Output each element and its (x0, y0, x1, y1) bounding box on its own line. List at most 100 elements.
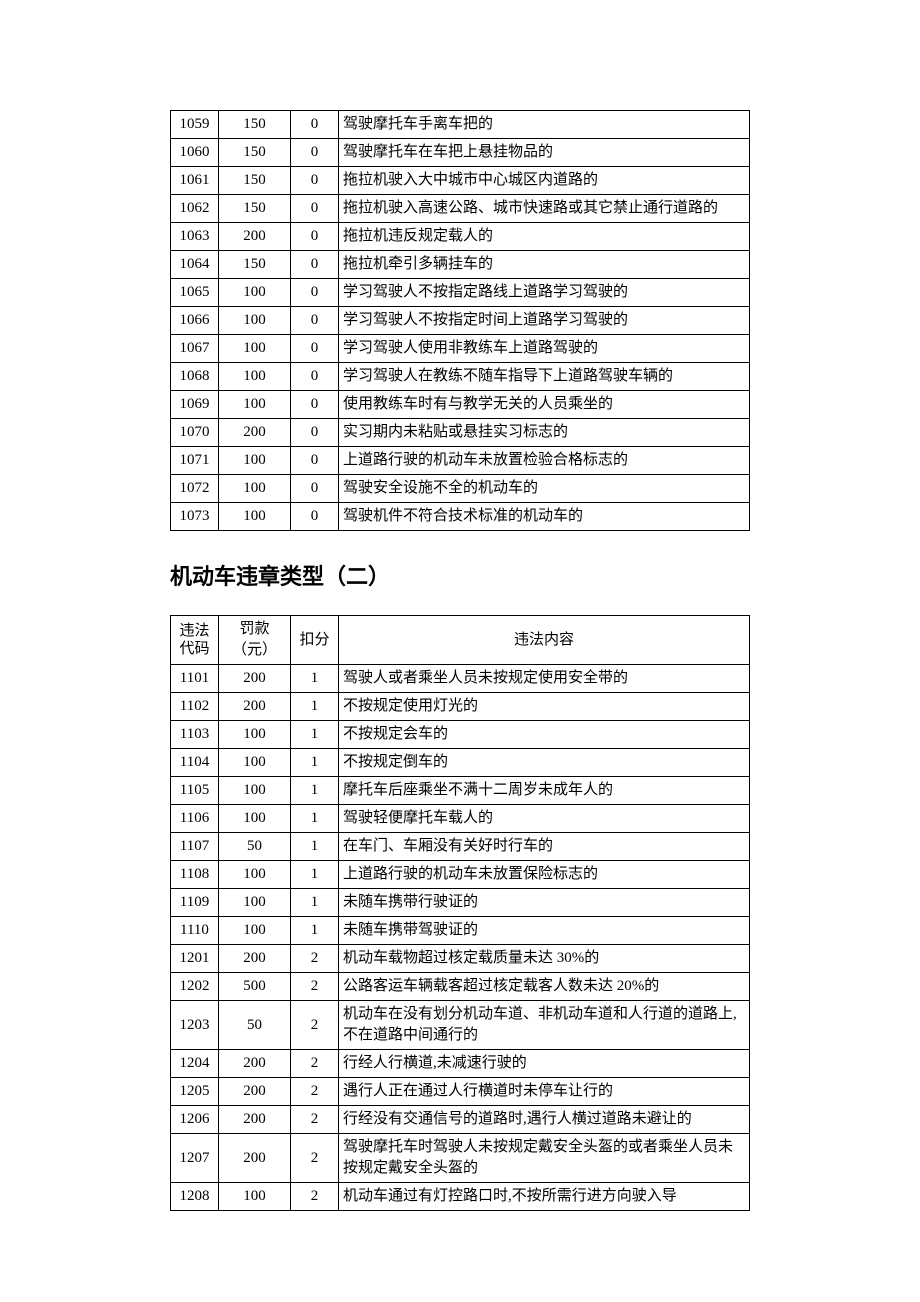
table-cell: 驾驶摩托车时驾驶人未按规定戴安全头盔的或者乘坐人员未按规定戴安全头盔的 (339, 1134, 750, 1183)
table-header-cell: 违法代码 (171, 616, 219, 665)
table-cell: 1059 (171, 111, 219, 139)
table-cell: 1 (291, 777, 339, 805)
table-cell: 2 (291, 1134, 339, 1183)
table-cell: 1110 (171, 917, 219, 945)
table-cell: 学习驾驶人不按指定时间上道路学习驾驶的 (339, 307, 750, 335)
table-cell: 2 (291, 945, 339, 973)
table-cell: 驾驶机件不符合技术标准的机动车的 (339, 503, 750, 531)
table-cell: 拖拉机驶入高速公路、城市快速路或其它禁止通行道路的 (339, 195, 750, 223)
table-cell: 100 (219, 475, 291, 503)
table-cell: 不按规定会车的 (339, 721, 750, 749)
table-cell: 1 (291, 833, 339, 861)
table-cell: 200 (219, 693, 291, 721)
table-cell: 0 (291, 363, 339, 391)
table-cell: 1108 (171, 861, 219, 889)
table-cell: 1067 (171, 335, 219, 363)
table-cell: 200 (219, 945, 291, 973)
table-cell: 100 (219, 889, 291, 917)
table-cell: 行经没有交通信号的道路时,遇行人横过道路未避让的 (339, 1106, 750, 1134)
table-cell: 2 (291, 1050, 339, 1078)
table-cell: 500 (219, 973, 291, 1001)
table-cell: 100 (219, 721, 291, 749)
table-cell: 未随车携带驾驶证的 (339, 917, 750, 945)
table-row: 10601500驾驶摩托车在车把上悬挂物品的 (171, 139, 750, 167)
table-cell: 200 (219, 419, 291, 447)
table-cell: 1 (291, 917, 339, 945)
table-cell: 1063 (171, 223, 219, 251)
table-cell: 1064 (171, 251, 219, 279)
table2-body: 违法代码罚款（元）扣分违法内容11012001驾驶人或者乘坐人员未按规定使用安全… (171, 616, 750, 1211)
table-cell: 100 (219, 777, 291, 805)
table-cell: 1102 (171, 693, 219, 721)
table-cell: 0 (291, 251, 339, 279)
table-cell: 1 (291, 693, 339, 721)
table-cell: 学习驾驶人在教练不随车指导下上道路驾驶车辆的 (339, 363, 750, 391)
table-row: 12081002机动车通过有灯控路口时,不按所需行进方向驶入导 (171, 1183, 750, 1211)
table-cell: 1106 (171, 805, 219, 833)
table-row: 11091001未随车携带行驶证的 (171, 889, 750, 917)
table-row: 12052002遇行人正在通过人行横道时未停车让行的 (171, 1078, 750, 1106)
table-row: 10661000学习驾驶人不按指定时间上道路学习驾驶的 (171, 307, 750, 335)
section-title: 机动车违章类型（二） (170, 559, 750, 591)
table-cell: 2 (291, 1106, 339, 1134)
table-row: 12042002行经人行横道,未减速行驶的 (171, 1050, 750, 1078)
table-cell: 200 (219, 1078, 291, 1106)
table-row: 10591500驾驶摩托车手离车把的 (171, 111, 750, 139)
table-cell: 1208 (171, 1183, 219, 1211)
table-cell: 150 (219, 139, 291, 167)
table-cell: 0 (291, 167, 339, 195)
table-cell: 0 (291, 279, 339, 307)
table-cell: 200 (219, 1106, 291, 1134)
table-row: 12025002公路客运车辆载客超过核定载客人数未达 20%的 (171, 973, 750, 1001)
table-row: 1203502机动车在没有划分机动车道、非机动车道和人行道的道路上,不在道路中间… (171, 1001, 750, 1050)
table-cell: 2 (291, 1078, 339, 1106)
table-cell: 1071 (171, 447, 219, 475)
table-cell: 100 (219, 1183, 291, 1211)
table-row: 10632000拖拉机违反规定载人的 (171, 223, 750, 251)
table-cell: 200 (219, 1050, 291, 1078)
table-row: 10721000驾驶安全设施不全的机动车的 (171, 475, 750, 503)
table-cell: 100 (219, 917, 291, 945)
table-cell: 0 (291, 419, 339, 447)
table-cell: 0 (291, 391, 339, 419)
table-cell: 1072 (171, 475, 219, 503)
table-row: 11101001未随车携带驾驶证的 (171, 917, 750, 945)
table-cell: 1060 (171, 139, 219, 167)
table-cell: 1206 (171, 1106, 219, 1134)
table-row: 1107501在车门、车厢没有关好时行车的 (171, 833, 750, 861)
table-cell: 1 (291, 805, 339, 833)
table-cell: 100 (219, 503, 291, 531)
table-cell: 1205 (171, 1078, 219, 1106)
table-cell: 摩托车后座乘坐不满十二周岁未成年人的 (339, 777, 750, 805)
table-cell: 2 (291, 1001, 339, 1050)
table-cell: 驾驶摩托车在车把上悬挂物品的 (339, 139, 750, 167)
table-cell: 未随车携带行驶证的 (339, 889, 750, 917)
table-cell: 不按规定倒车的 (339, 749, 750, 777)
table-row: 10611500拖拉机驶入大中城市中心城区内道路的 (171, 167, 750, 195)
table-cell: 1070 (171, 419, 219, 447)
table-cell: 150 (219, 251, 291, 279)
table-cell: 机动车载物超过核定载质量未达 30%的 (339, 945, 750, 973)
table-cell: 150 (219, 167, 291, 195)
table-header-cell: 扣分 (291, 616, 339, 665)
table-cell: 驾驶人或者乘坐人员未按规定使用安全带的 (339, 665, 750, 693)
table-cell: 1 (291, 889, 339, 917)
table-cell: 100 (219, 391, 291, 419)
table-cell: 50 (219, 1001, 291, 1050)
table-cell: 拖拉机违反规定载人的 (339, 223, 750, 251)
table-cell: 1203 (171, 1001, 219, 1050)
table-row: 10651000学习驾驶人不按指定路线上道路学习驾驶的 (171, 279, 750, 307)
table-cell: 使用教练车时有与教学无关的人员乘坐的 (339, 391, 750, 419)
table-row: 11041001不按规定倒车的 (171, 749, 750, 777)
table-row: 10681000学习驾驶人在教练不随车指导下上道路驾驶车辆的 (171, 363, 750, 391)
table-cell: 1066 (171, 307, 219, 335)
table-cell: 驾驶摩托车手离车把的 (339, 111, 750, 139)
violations-table-2: 违法代码罚款（元）扣分违法内容11012001驾驶人或者乘坐人员未按规定使用安全… (170, 615, 750, 1211)
table-cell: 1202 (171, 973, 219, 1001)
table-row: 11081001上道路行驶的机动车未放置保险标志的 (171, 861, 750, 889)
table-header-cell: 罚款（元） (219, 616, 291, 665)
table-cell: 100 (219, 335, 291, 363)
table-cell: 100 (219, 749, 291, 777)
table-cell: 1069 (171, 391, 219, 419)
table-cell: 在车门、车厢没有关好时行车的 (339, 833, 750, 861)
